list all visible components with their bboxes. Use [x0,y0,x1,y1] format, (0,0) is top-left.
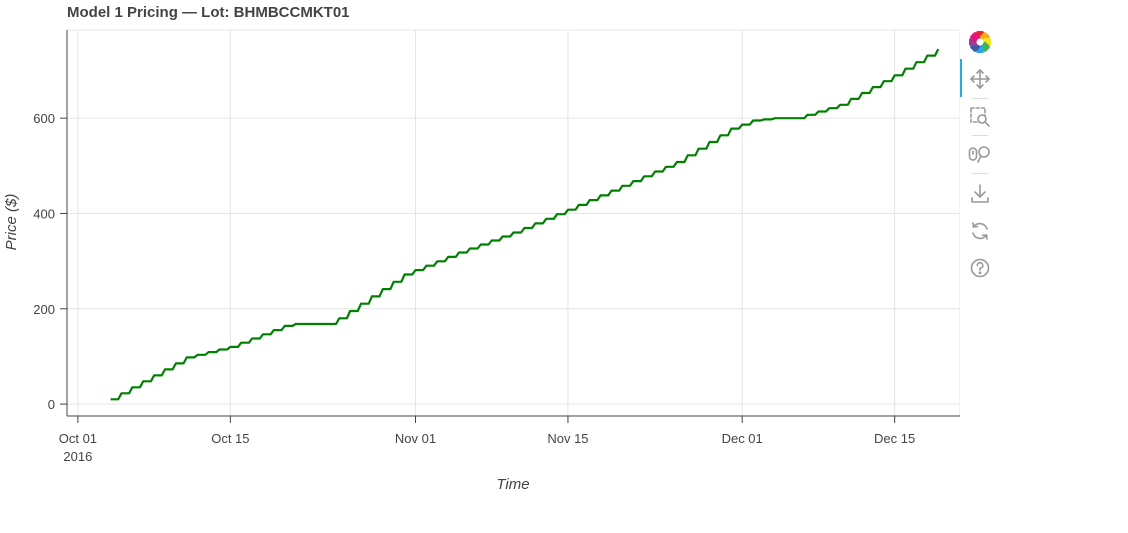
x-tick-label: Dec 15 [874,431,915,446]
y-tick-label: 600 [33,111,55,126]
reset-icon[interactable] [966,217,994,245]
y-tick-label: 400 [33,206,55,221]
series-layer [110,48,940,401]
x-tick-label: Oct 01 [59,431,97,446]
axes-layer: Oct 01 2016 Oct 15 Nov 01 Nov 15 Dec 01 Dec 15… [33,30,960,464]
box-zoom-icon[interactable] [966,103,994,131]
y-tick-label: 0 [48,397,55,412]
toolbar [960,26,1000,296]
price-line [110,48,940,401]
plot-frame [66,29,960,417]
y-axis-title: Price ($) [3,194,20,251]
chart-title: Model 1 Pricing — Lot: BHMBCCMKT01 [67,4,350,21]
toolbar-separator [972,135,988,136]
toolbar-separator [972,98,988,99]
grid-layer [67,30,960,416]
x-tick-sublabel: 2016 [63,449,92,464]
active-tool-indicator [960,59,962,97]
help-icon[interactable] [966,254,994,282]
x-tick-label: Oct 15 [211,431,249,446]
x-tick-label: Nov 01 [395,431,436,446]
wheel-zoom-icon[interactable] [966,141,994,169]
bokeh-logo-icon[interactable] [966,28,994,56]
x-axis-title: Time [496,476,529,493]
y-tick-label: 200 [33,302,55,317]
toolbar-separator [972,173,988,174]
pan-icon[interactable] [966,65,994,93]
x-tick-label: Nov 15 [547,431,588,446]
line-chart[interactable]: Oct 01 2016 Oct 15 Nov 01 Nov 15 Dec 01 Dec 15… [0,0,960,533]
x-tick-label: Dec 01 [722,431,763,446]
save-icon[interactable] [966,180,994,208]
